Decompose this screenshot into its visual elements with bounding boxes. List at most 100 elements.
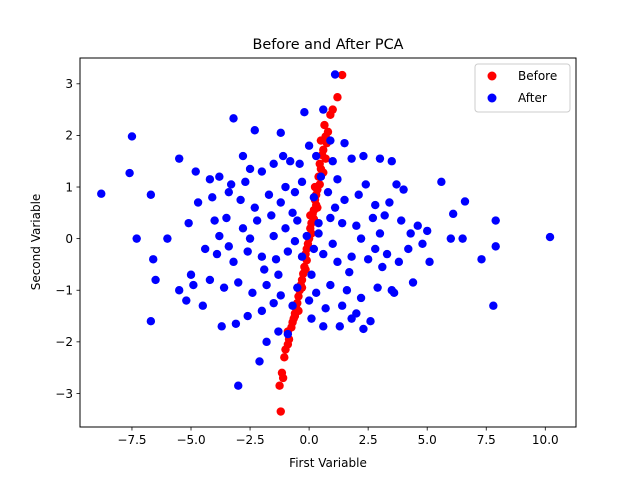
point-after-97 — [394, 257, 404, 267]
point-after-80 — [368, 213, 378, 223]
point-before-57 — [294, 306, 303, 316]
point-after-31 — [392, 180, 401, 189]
point-after-107 — [309, 193, 319, 202]
point-after-155 — [326, 136, 335, 145]
point-after-129 — [288, 301, 297, 310]
point-after-59 — [366, 317, 375, 326]
point-after-161 — [224, 242, 233, 251]
point-after-24 — [311, 151, 321, 161]
point-after-51 — [234, 381, 243, 390]
point-after-91 — [297, 252, 307, 261]
point-before-0 — [337, 70, 347, 80]
point-after-34 — [448, 209, 458, 219]
point-after-137 — [333, 175, 342, 184]
point-after-150 — [260, 265, 269, 274]
point-before-53 — [313, 203, 322, 212]
point-before-50 — [276, 407, 285, 416]
point-after-128 — [269, 298, 278, 308]
point-before-51 — [316, 136, 326, 145]
point-after-158 — [330, 203, 340, 212]
y-tick-label: 2 — [65, 129, 73, 143]
point-after-149 — [215, 231, 224, 241]
point-after-37 — [132, 234, 141, 243]
point-after-65 — [477, 255, 486, 264]
point-after-27 — [359, 151, 368, 161]
point-after-87 — [243, 247, 252, 256]
point-after-41 — [186, 270, 196, 279]
point-after-64 — [446, 234, 456, 243]
point-before-46 — [280, 353, 289, 362]
x-tick-label: 2.5 — [359, 433, 378, 447]
point-after-32 — [437, 177, 446, 187]
point-after-10 — [97, 189, 106, 198]
point-after-139 — [302, 231, 311, 241]
point-after-56 — [335, 322, 345, 331]
point-after-105 — [276, 198, 285, 207]
point-after-15 — [215, 172, 224, 181]
legend: Before After — [474, 63, 571, 113]
point-after-95 — [363, 255, 373, 264]
x-tick-label: −2.5 — [235, 433, 264, 447]
point-after-90 — [283, 247, 293, 256]
point-after-71 — [238, 224, 248, 233]
point-after-152 — [345, 267, 354, 277]
point-after-113 — [189, 280, 198, 290]
point-after-1 — [319, 105, 328, 114]
point-after-66 — [491, 242, 500, 251]
point-after-13 — [191, 167, 200, 176]
point-after-19 — [257, 167, 267, 176]
point-after-156 — [288, 208, 297, 218]
legend-label-before: Before — [518, 69, 557, 83]
point-after-73 — [267, 211, 276, 220]
point-after-46 — [217, 322, 226, 331]
point-after-5 — [276, 128, 285, 138]
point-before-9 — [321, 154, 330, 163]
point-before-56 — [306, 211, 315, 220]
point-after-151 — [307, 270, 316, 279]
point-after-140 — [314, 229, 323, 238]
point-after-33 — [460, 197, 470, 206]
point-before-3 — [326, 110, 335, 119]
x-tick-label: −7.5 — [117, 433, 146, 447]
point-after-9 — [125, 168, 134, 178]
point-after-135 — [297, 177, 307, 187]
legend-marker-after — [487, 93, 497, 103]
point-after-77 — [326, 213, 335, 223]
point-after-47 — [231, 319, 241, 328]
point-after-67 — [489, 301, 498, 310]
point-after-100 — [208, 193, 217, 202]
point-before-59 — [301, 265, 310, 274]
plot-frame — [79, 57, 577, 428]
point-after-154 — [241, 177, 250, 187]
point-after-122 — [326, 280, 335, 290]
point-after-101 — [224, 187, 233, 197]
point-after-79 — [352, 221, 361, 230]
point-after-143 — [269, 231, 278, 241]
point-after-35 — [491, 216, 500, 225]
point-after-30 — [399, 185, 408, 194]
point-after-75 — [293, 216, 302, 225]
point-after-111 — [371, 200, 380, 210]
point-before-58 — [310, 182, 320, 192]
point-after-26 — [347, 154, 356, 163]
point-before-52 — [320, 120, 329, 130]
point-after-157 — [309, 244, 319, 254]
point-after-2 — [300, 107, 309, 117]
point-after-58 — [359, 324, 368, 334]
point-after-50 — [255, 357, 264, 366]
point-after-83 — [413, 221, 422, 230]
point-after-112 — [385, 198, 394, 207]
point-after-61 — [408, 278, 418, 287]
point-after-126 — [387, 286, 396, 295]
point-after-133 — [352, 309, 361, 318]
point-after-103 — [250, 203, 259, 212]
point-after-120 — [293, 283, 302, 292]
point-after-89 — [271, 255, 281, 264]
point-after-36 — [545, 232, 555, 242]
point-before-1 — [333, 93, 342, 102]
point-after-74 — [281, 224, 290, 233]
point-after-76 — [314, 218, 323, 228]
series-after — [97, 70, 555, 390]
y-tick-label: −2 — [55, 335, 73, 349]
